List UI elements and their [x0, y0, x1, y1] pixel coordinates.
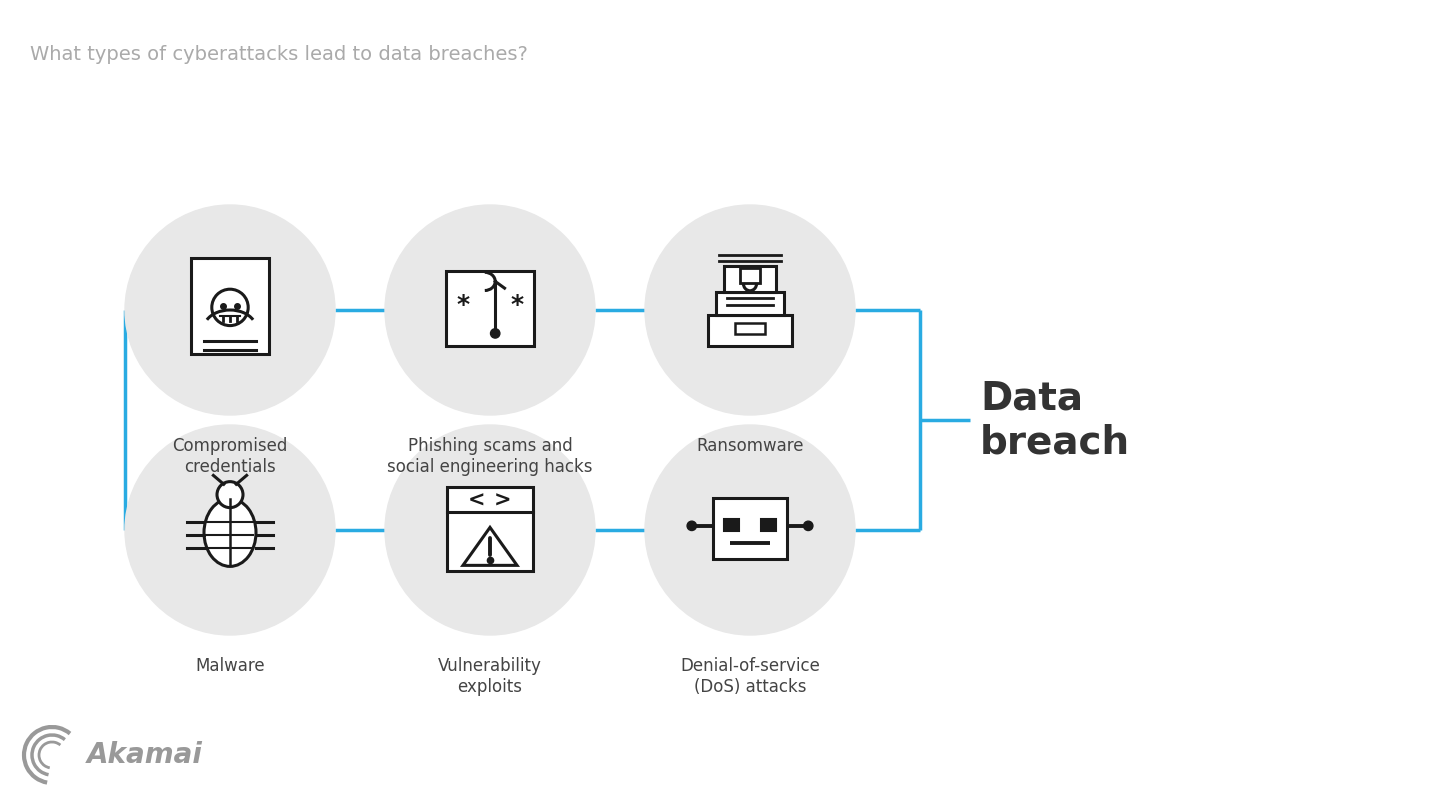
Text: *: * [510, 292, 524, 317]
Text: Denial-of-service
(DoS) attacks: Denial-of-service (DoS) attacks [680, 657, 819, 696]
Circle shape [217, 482, 243, 508]
Text: Compromised
credentials: Compromised credentials [173, 437, 288, 475]
Text: Data
breach: Data breach [981, 379, 1130, 461]
FancyBboxPatch shape [192, 258, 269, 354]
FancyBboxPatch shape [736, 323, 765, 335]
Circle shape [384, 205, 595, 415]
Text: >: > [494, 491, 511, 511]
Text: Malware: Malware [196, 657, 265, 675]
FancyBboxPatch shape [762, 518, 776, 531]
Text: Vulnerability
exploits: Vulnerability exploits [438, 657, 541, 696]
Circle shape [645, 205, 855, 415]
Circle shape [491, 329, 500, 338]
Polygon shape [464, 527, 517, 565]
Circle shape [212, 289, 248, 326]
Circle shape [804, 521, 814, 531]
Circle shape [645, 425, 855, 635]
Circle shape [125, 425, 336, 635]
Circle shape [384, 425, 595, 635]
FancyBboxPatch shape [708, 315, 792, 347]
FancyBboxPatch shape [716, 292, 783, 315]
FancyBboxPatch shape [724, 518, 739, 531]
Text: Phishing scams and
social engineering hacks: Phishing scams and social engineering ha… [387, 437, 593, 475]
Circle shape [687, 521, 697, 531]
FancyBboxPatch shape [713, 498, 788, 559]
Text: *: * [456, 292, 469, 317]
FancyBboxPatch shape [740, 268, 760, 283]
FancyBboxPatch shape [446, 271, 534, 347]
Text: <: < [468, 491, 485, 511]
Text: Akamai: Akamai [86, 741, 203, 769]
Ellipse shape [204, 499, 256, 566]
Circle shape [125, 205, 336, 415]
Text: What types of cyberattacks lead to data breaches?: What types of cyberattacks lead to data … [30, 45, 528, 64]
FancyBboxPatch shape [724, 266, 776, 292]
Text: Ransomware: Ransomware [697, 437, 804, 455]
FancyBboxPatch shape [448, 488, 533, 570]
